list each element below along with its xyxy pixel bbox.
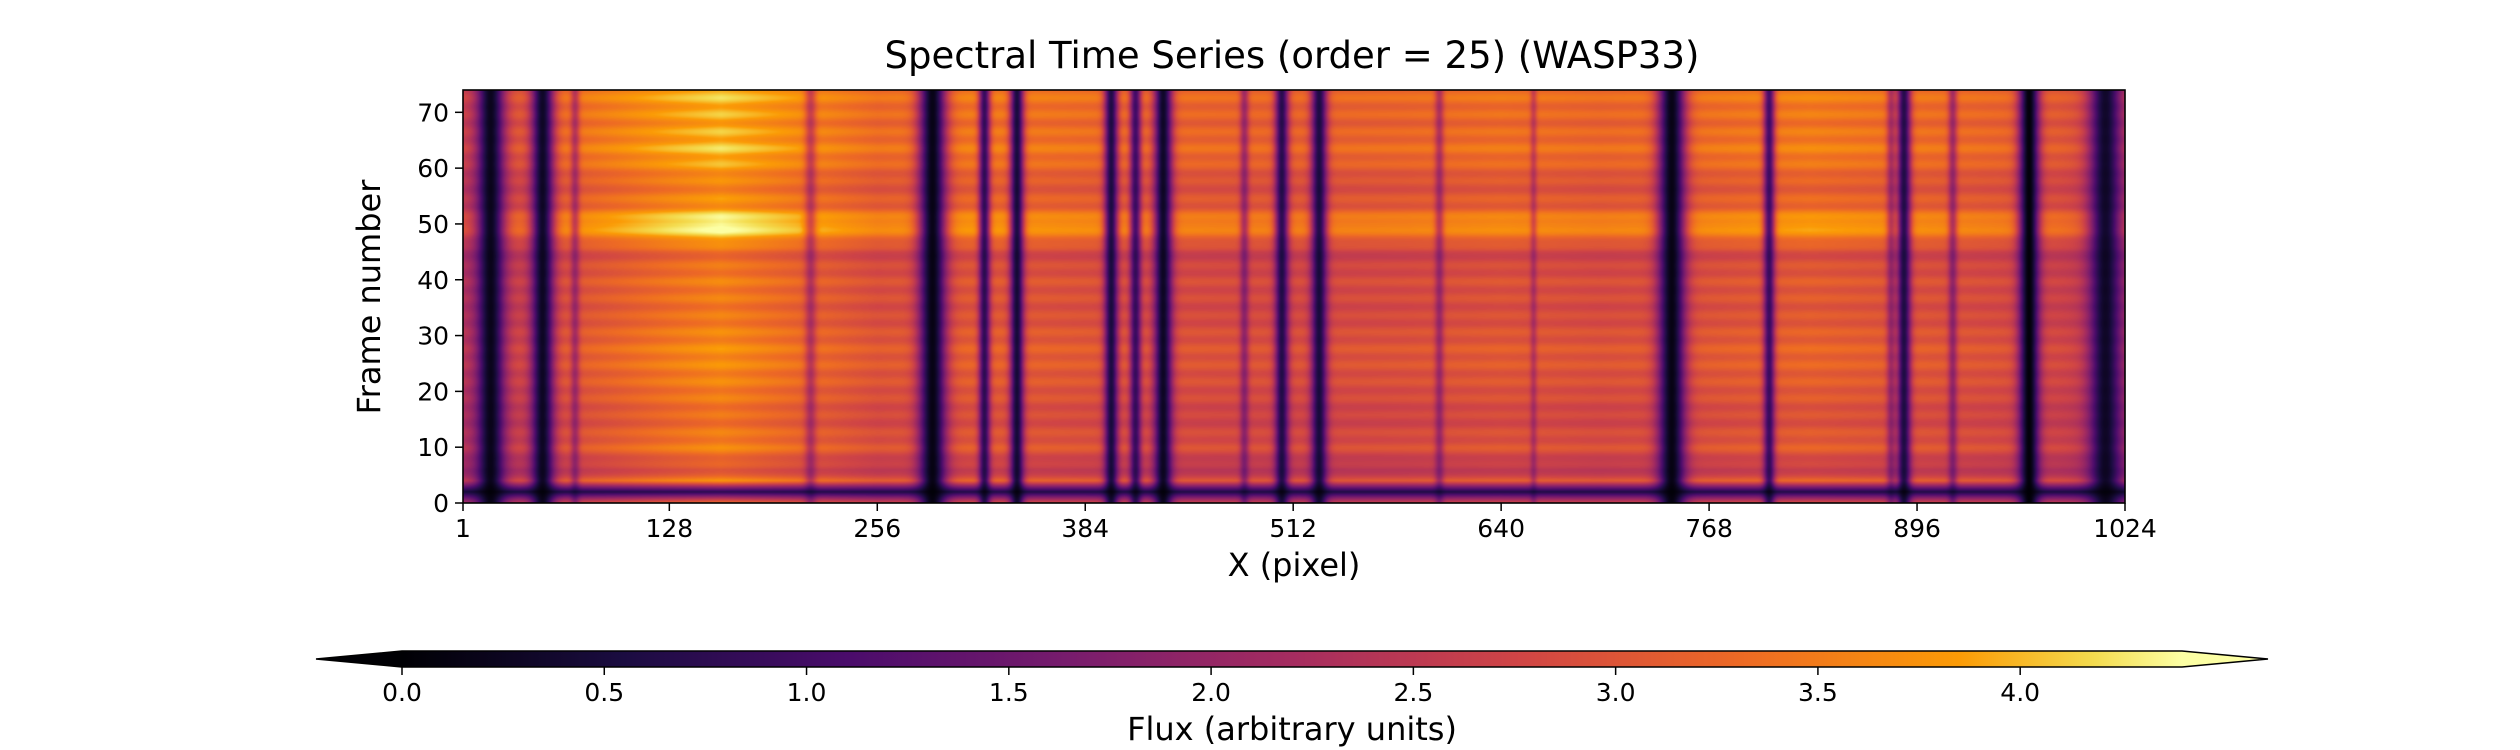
x-tick-label: 768 xyxy=(1685,514,1733,543)
y-axis-label: Frame number xyxy=(350,179,388,415)
x-tick-label: 256 xyxy=(853,514,901,543)
colorbar-tick-label: 0.0 xyxy=(382,678,422,707)
y-tick-label: 60 xyxy=(417,154,449,183)
x-axis-label: X (pixel) xyxy=(1228,546,1361,584)
colorbar-tick-label: 1.5 xyxy=(989,678,1029,707)
heatmap-area xyxy=(463,90,2125,503)
colorbar-extend-low xyxy=(316,651,402,667)
y-tick-label: 0 xyxy=(433,489,449,518)
colorbar-extend-high xyxy=(2182,651,2268,667)
x-tick-label: 640 xyxy=(1477,514,1525,543)
colorbar-gradient xyxy=(402,651,2182,667)
x-tick-label: 1 xyxy=(455,514,471,543)
x-tick-label: 1024 xyxy=(2093,514,2157,543)
y-tick-label: 70 xyxy=(417,98,449,127)
colorbar-tick-label: 3.5 xyxy=(1798,678,1838,707)
colorbar-tick-label: 2.5 xyxy=(1393,678,1433,707)
y-tick-label: 20 xyxy=(417,377,449,406)
x-tick-label: 896 xyxy=(1893,514,1941,543)
x-tick-label: 128 xyxy=(645,514,693,543)
heatmap-image xyxy=(463,90,2125,503)
colorbar-label: Flux (arbitrary units) xyxy=(1127,710,1457,748)
x-tick-label: 512 xyxy=(1269,514,1317,543)
colorbar-tick-label: 4.0 xyxy=(2000,678,2040,707)
colorbar-ticks: 0.0 0.5 1.0 1.5 2.0 2.5 3.0 3.5 4.0 xyxy=(382,667,2040,707)
colorbar-tick-label: 3.0 xyxy=(1596,678,1636,707)
x-tick-label: 384 xyxy=(1061,514,1109,543)
x-axis-ticks: 1 128 256 384 512 640 768 896 1024 xyxy=(455,503,2157,543)
plot-frame xyxy=(462,89,2126,504)
colorbar-tick-label: 1.0 xyxy=(787,678,827,707)
colorbar-tick-label: 2.0 xyxy=(1191,678,1231,707)
y-axis-ticks: 0 10 20 30 40 50 60 70 xyxy=(417,98,463,518)
y-tick-label: 30 xyxy=(417,322,449,351)
y-tick-label: 50 xyxy=(417,210,449,239)
colorbar-tick-label: 0.5 xyxy=(584,678,624,707)
y-tick-label: 40 xyxy=(417,266,449,295)
chart-title: Spectral Time Series (order = 25) (WASP3… xyxy=(885,34,1700,77)
y-tick-label: 10 xyxy=(417,433,449,462)
colorbar: 0.0 0.5 1.0 1.5 2.0 2.5 3.0 3.5 4.0 Flux (arbitr… xyxy=(315,650,2269,748)
